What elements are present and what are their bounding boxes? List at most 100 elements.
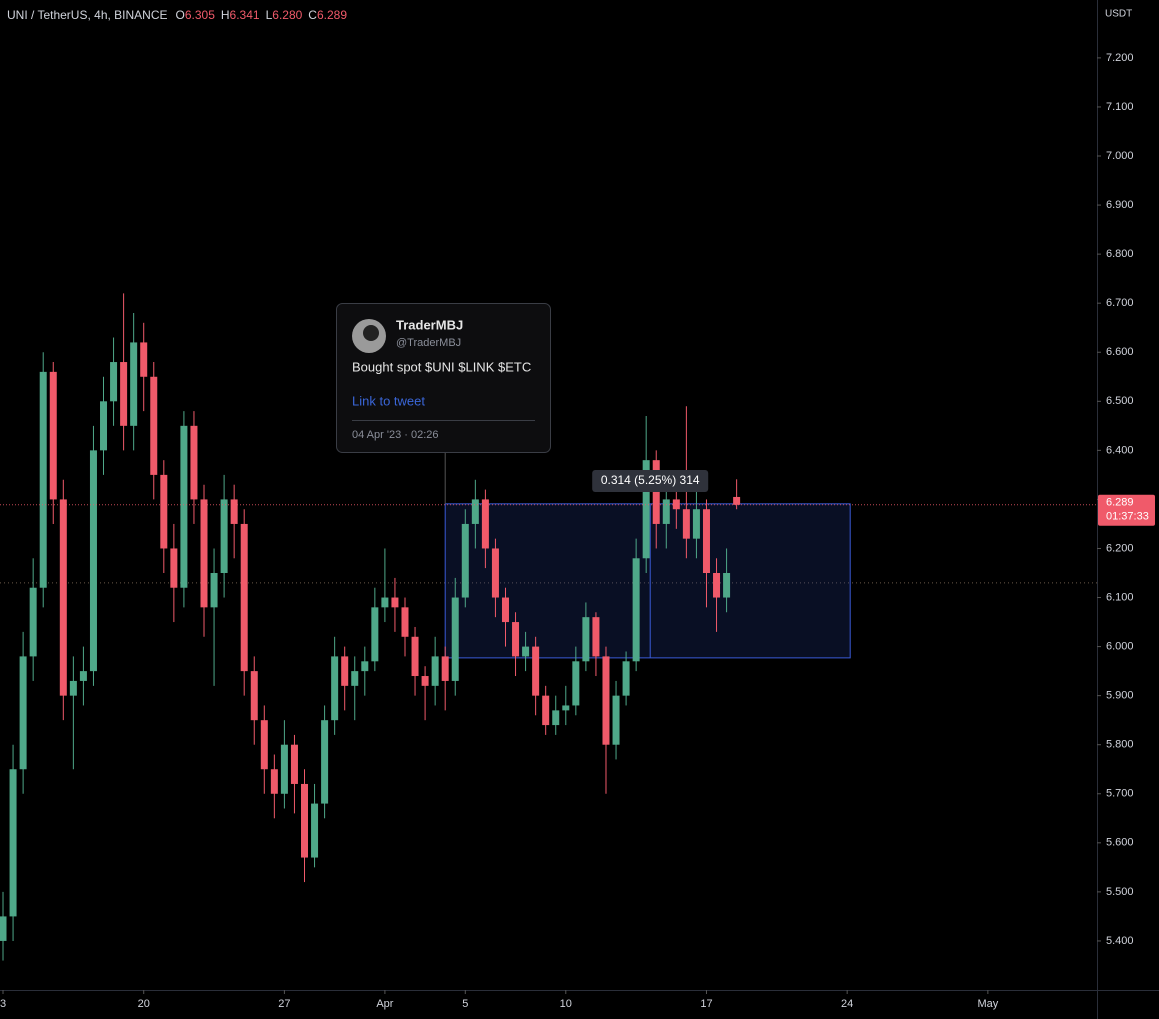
candle-body — [733, 496, 741, 505]
candle-body — [140, 342, 148, 377]
candle-body — [672, 499, 680, 510]
tweet-card: TraderMBJ @TraderMBJ Bought spot $UNI $LIN… — [336, 303, 551, 453]
y-tick-label: 6.200 — [1106, 542, 1134, 554]
y-tick-label: 7.100 — [1106, 101, 1134, 113]
candle-body — [160, 474, 168, 549]
candle-body — [180, 425, 188, 588]
ohlc-value: 6.280 — [272, 8, 302, 22]
candle-body — [200, 499, 208, 608]
candle-body — [532, 646, 540, 696]
candle-body — [612, 695, 620, 745]
candle-body — [642, 460, 650, 559]
candle-body — [290, 744, 298, 784]
y-tick-label: 5.700 — [1106, 788, 1134, 800]
candle-body — [572, 661, 580, 706]
candle-body — [89, 450, 97, 672]
tweet-author: TraderMBJ — [396, 317, 463, 332]
candle-body — [130, 342, 138, 426]
candle-body — [230, 499, 238, 524]
candle-body — [682, 509, 690, 539]
ohlc-value: 6.341 — [230, 8, 260, 22]
x-tick-label: 5 — [462, 998, 468, 1010]
candle-body — [582, 617, 590, 662]
candle-body — [713, 573, 721, 598]
y-tick-label: 6.400 — [1106, 444, 1134, 456]
candle-body — [702, 509, 710, 574]
y-tick-label: 7.200 — [1106, 52, 1134, 64]
x-tick-label: 3 — [0, 998, 6, 1010]
candle-body — [381, 597, 389, 608]
candle-body — [491, 548, 499, 598]
tweet-handle: @TraderMBJ — [396, 337, 461, 349]
price-badge-countdown: 01:37:33 — [1106, 511, 1149, 523]
ohlc-key: C — [308, 8, 317, 22]
candle-body — [592, 617, 600, 657]
candle-body — [341, 656, 349, 686]
candle-body — [280, 744, 288, 794]
ohlc-value: 6.305 — [185, 8, 215, 22]
candle-body — [512, 622, 520, 657]
x-tick-label: Apr — [376, 998, 393, 1010]
candle-body — [391, 597, 399, 608]
candle-body — [441, 656, 449, 681]
candle-body — [321, 720, 329, 804]
candle-body — [210, 573, 218, 608]
candle-body — [240, 523, 248, 672]
candle-body — [260, 720, 268, 770]
symbol: UNI / TetherUS, 4h, BINANCE — [7, 8, 168, 22]
ohlc-key: H — [221, 8, 230, 22]
y-tick-label: 5.800 — [1106, 739, 1134, 751]
candle-body — [431, 656, 439, 686]
candle-body — [542, 695, 550, 726]
tweet-link[interactable]: Link to tweet — [352, 393, 425, 408]
candle-body — [110, 362, 118, 402]
candle-body — [371, 607, 379, 662]
candle-body — [652, 460, 660, 524]
ohlc-key: O — [176, 8, 185, 22]
measure-label-bg — [592, 470, 709, 492]
candle-body — [0, 916, 7, 941]
candle-body — [562, 705, 570, 711]
axis-unit: USDT — [1105, 9, 1132, 20]
candle-body — [501, 597, 509, 623]
chart-title: UNI / TetherUS, 4h, BINANCE O6.305 H6.341 L… — [7, 8, 347, 22]
candle-body — [602, 656, 610, 745]
candle-body — [351, 671, 359, 686]
candle-body — [270, 769, 278, 794]
candle-body — [29, 587, 37, 657]
tweet-card-bg — [336, 303, 551, 453]
candle-body — [331, 656, 339, 721]
y-tick-label: 6.500 — [1106, 395, 1134, 407]
candle-body — [461, 523, 469, 598]
candle-body — [471, 499, 479, 524]
y-tick-label: 6.800 — [1106, 248, 1134, 260]
x-tick-label: 20 — [138, 998, 150, 1010]
candle-body — [69, 680, 77, 696]
candle-body — [723, 573, 731, 598]
candle-body — [170, 548, 178, 588]
y-tick-label: 6.600 — [1106, 346, 1134, 358]
candle-body — [300, 783, 308, 858]
candle-body — [150, 376, 158, 475]
candle-body — [481, 499, 489, 549]
candle-body — [632, 558, 640, 662]
candle-body — [421, 676, 429, 686]
candle-body — [250, 671, 258, 721]
price-badge-value: 6.289 — [1106, 497, 1134, 509]
x-tick-label: May — [977, 998, 998, 1010]
candle-body — [39, 371, 47, 588]
candle-body — [100, 401, 108, 451]
x-tick-label: 17 — [700, 998, 712, 1010]
candle-body — [361, 661, 369, 672]
ohlc-key: L — [266, 8, 273, 22]
candle-body — [190, 425, 198, 500]
candle-body — [49, 371, 57, 500]
y-tick-label: 5.900 — [1106, 690, 1134, 702]
y-tick-label: 5.500 — [1106, 886, 1134, 898]
candle-body — [9, 769, 17, 917]
tweet-date: 04 Apr '23 · 02:26 — [352, 429, 439, 441]
candle-body — [59, 499, 67, 696]
